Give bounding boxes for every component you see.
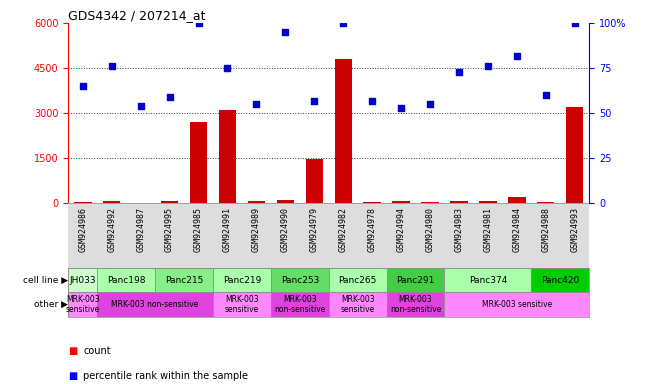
Text: GSM924981: GSM924981: [484, 207, 492, 252]
Text: GSM924985: GSM924985: [194, 207, 203, 252]
Text: GSM924995: GSM924995: [165, 207, 174, 252]
Text: ■: ■: [68, 346, 77, 356]
Text: other ▶: other ▶: [35, 300, 68, 309]
Point: [338, 20, 348, 26]
Text: GDS4342 / 207214_at: GDS4342 / 207214_at: [68, 9, 206, 22]
Point: [425, 101, 436, 107]
Bar: [421, 202, 439, 204]
Bar: [74, 202, 92, 204]
Text: Panc291: Panc291: [396, 276, 435, 285]
Bar: [213, 268, 271, 292]
Point: [165, 94, 175, 100]
Bar: [97, 292, 213, 317]
Text: Panc265: Panc265: [339, 276, 377, 285]
Bar: [508, 197, 525, 204]
Point: [77, 83, 88, 89]
Point: [251, 101, 262, 107]
Bar: [450, 201, 467, 204]
Text: GSM924993: GSM924993: [570, 207, 579, 252]
Point: [107, 63, 117, 70]
Bar: [387, 268, 445, 292]
Bar: [445, 292, 589, 317]
Bar: [305, 159, 323, 204]
Text: MRK-003
non-sensitive: MRK-003 non-sensitive: [390, 295, 441, 314]
Point: [540, 92, 551, 98]
Text: GSM924994: GSM924994: [396, 207, 406, 252]
Text: GSM924988: GSM924988: [541, 207, 550, 252]
Point: [135, 103, 146, 109]
Bar: [363, 202, 381, 204]
Point: [280, 29, 290, 35]
Bar: [479, 201, 497, 204]
Point: [512, 53, 522, 59]
Text: GSM924984: GSM924984: [512, 207, 521, 252]
Bar: [566, 107, 583, 204]
Text: GSM924989: GSM924989: [252, 207, 261, 252]
Text: GSM924979: GSM924979: [310, 207, 319, 252]
Bar: [248, 201, 265, 204]
Bar: [132, 202, 149, 204]
Bar: [219, 110, 236, 204]
Bar: [277, 200, 294, 204]
Bar: [537, 202, 555, 204]
Bar: [161, 201, 178, 204]
Text: cell line ▶: cell line ▶: [23, 276, 68, 285]
Point: [193, 20, 204, 26]
Bar: [97, 268, 155, 292]
Text: count: count: [83, 346, 111, 356]
Bar: [329, 268, 387, 292]
Text: GSM924978: GSM924978: [368, 207, 377, 252]
Text: MRK-003 sensitive: MRK-003 sensitive: [482, 300, 552, 309]
Text: Panc420: Panc420: [541, 276, 579, 285]
Text: GSM924986: GSM924986: [78, 207, 87, 252]
Point: [454, 69, 464, 75]
Text: GSM924990: GSM924990: [281, 207, 290, 252]
Bar: [190, 122, 207, 204]
Bar: [531, 268, 589, 292]
Bar: [103, 201, 120, 204]
Text: GSM924980: GSM924980: [426, 207, 434, 252]
Text: GSM924991: GSM924991: [223, 207, 232, 252]
Text: Panc253: Panc253: [281, 276, 319, 285]
Text: MRK-003
sensitive: MRK-003 sensitive: [66, 295, 100, 314]
Text: JH033: JH033: [70, 276, 96, 285]
Bar: [393, 201, 409, 204]
Point: [570, 20, 580, 26]
Text: percentile rank within the sample: percentile rank within the sample: [83, 371, 248, 381]
Text: Panc198: Panc198: [107, 276, 145, 285]
Bar: [445, 268, 531, 292]
Bar: [387, 292, 445, 317]
Bar: [68, 268, 97, 292]
Text: Panc215: Panc215: [165, 276, 203, 285]
Bar: [335, 59, 352, 204]
Text: MRK-003
sensitive: MRK-003 sensitive: [340, 295, 375, 314]
Text: MRK-003
sensitive: MRK-003 sensitive: [225, 295, 259, 314]
Bar: [213, 292, 271, 317]
Bar: [155, 268, 213, 292]
Text: MRK-003
non-sensitive: MRK-003 non-sensitive: [274, 295, 326, 314]
Text: GSM924983: GSM924983: [454, 207, 464, 252]
Point: [482, 63, 493, 70]
Text: GSM924987: GSM924987: [136, 207, 145, 252]
Text: GSM924982: GSM924982: [339, 207, 348, 252]
Bar: [271, 268, 329, 292]
Bar: [271, 292, 329, 317]
Bar: [68, 292, 97, 317]
Point: [367, 98, 378, 104]
Point: [309, 98, 320, 104]
Point: [222, 65, 232, 71]
Text: ■: ■: [68, 371, 77, 381]
Text: GSM924992: GSM924992: [107, 207, 117, 252]
Text: MRK-003 non-sensitive: MRK-003 non-sensitive: [111, 300, 199, 309]
Text: Panc374: Panc374: [469, 276, 507, 285]
Text: Panc219: Panc219: [223, 276, 261, 285]
Bar: [329, 292, 387, 317]
Point: [396, 105, 406, 111]
